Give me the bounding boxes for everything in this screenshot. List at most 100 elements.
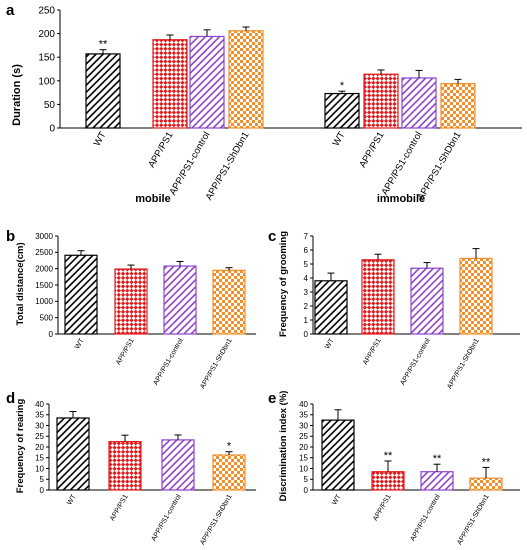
category-label: APP/PS1-ShDbn1 — [199, 493, 234, 546]
category-label: APP/PS1-ShDbn1 — [446, 337, 481, 390]
y-tick-label: 15 — [299, 454, 308, 463]
panel-letter-b: b — [6, 228, 15, 245]
category-label: WT — [331, 493, 343, 507]
category-label: APP/PS1 — [362, 337, 383, 366]
bar — [440, 83, 476, 129]
y-tick-label: 4 — [304, 274, 309, 283]
y-tick-label: 100 — [38, 76, 55, 87]
bar — [212, 454, 246, 491]
significance-label: ** — [482, 456, 491, 468]
bar — [85, 53, 121, 129]
y-tick-label: 2 — [304, 302, 309, 311]
y-tick-label: 10 — [299, 464, 308, 473]
y-tick-label: 25 — [299, 432, 308, 441]
category-label: WT — [74, 337, 86, 351]
bar — [401, 77, 437, 129]
y-tick-label: 20 — [299, 443, 308, 452]
group-label-mobile: mobile — [135, 193, 170, 205]
y-tick-label: 500 — [40, 313, 54, 322]
y-tick-label: 0 — [40, 486, 45, 495]
y-tick-label: 25 — [35, 432, 44, 441]
y-tick-label: 40 — [35, 400, 44, 409]
y-tick-label: 5 — [40, 475, 45, 484]
category-label: APP/PS1-control — [150, 493, 183, 542]
y-tick-label: 50 — [44, 100, 56, 111]
bar — [459, 257, 493, 335]
significance-label: ** — [433, 453, 442, 465]
panel-e: e Discrimination index (%) 0510152025303… — [268, 390, 520, 546]
panel-c: c Frequency of grooming 0 1 2 3 4 5 6 7 WT APP/PS… — [268, 228, 520, 390]
y-tick-label: 3 — [304, 288, 309, 297]
bar — [212, 269, 246, 335]
bar — [108, 441, 142, 491]
y-axis-label: Discrimination index (%) — [278, 391, 289, 502]
y-tick-label: 250 — [38, 6, 55, 17]
category-label: APP/PS1-control — [379, 130, 424, 197]
category-label: APP/PS1 — [372, 493, 393, 522]
plot-area: 0 500 1000 1500 2000 2500 3000 WT APP/PS1 APP/PS1… — [35, 232, 256, 390]
y-tick-label: 6 — [304, 246, 309, 255]
y-tick-label: 35 — [35, 411, 44, 420]
y-tick-label: 0 — [49, 330, 54, 339]
y-tick-label: 2000 — [35, 264, 53, 273]
y-axis-label: Frequency of rearing — [15, 399, 26, 494]
y-tick-label: 3000 — [35, 232, 53, 241]
category-label: WT — [92, 130, 109, 148]
category-label: APP/PS1-ShDbn1 — [416, 130, 464, 202]
significance-label: * — [227, 441, 232, 453]
bar — [152, 39, 188, 129]
y-tick-label: 20 — [35, 443, 44, 452]
significance-label: ** — [384, 450, 393, 462]
group-label-immobile: immobile — [377, 193, 425, 205]
bar — [114, 268, 148, 335]
y-tick-label: 7 — [304, 232, 309, 241]
category-label: APP/PS1 — [357, 130, 386, 170]
bar — [161, 439, 195, 491]
y-tick-label: 10 — [35, 464, 44, 473]
bar — [314, 280, 348, 335]
bar — [371, 471, 405, 491]
category-label: APP/PS1-control — [152, 337, 185, 386]
y-tick-label: 40 — [299, 400, 308, 409]
significance-label: ** — [99, 39, 108, 51]
bar — [56, 417, 90, 491]
category-label: WT — [66, 493, 78, 507]
y-tick-label: 30 — [299, 421, 308, 430]
bar — [363, 73, 399, 129]
plot-area: 0 1 2 3 4 5 6 7 WT APP/PS1 APP/PS1-control APP/PS1-… — [304, 232, 520, 390]
bar — [163, 265, 197, 335]
panel-letter-a: a — [6, 2, 15, 19]
bar — [420, 471, 454, 491]
significance-label: * — [340, 80, 345, 92]
y-tick-label: 1 — [304, 316, 309, 325]
bar — [228, 30, 264, 129]
y-tick-label: 2500 — [35, 248, 53, 257]
bar — [410, 267, 444, 335]
y-axis-label: Duration (s) — [11, 64, 23, 126]
y-tick-label: 0 — [304, 330, 309, 339]
bar — [469, 477, 503, 491]
y-tick-label: 0 — [49, 124, 55, 135]
y-tick-label: 200 — [38, 29, 55, 40]
category-label: APP/PS1-ShDbn1 — [456, 493, 491, 546]
category-label: APP/PS1 — [146, 130, 175, 170]
category-label: APP/PS1 — [115, 337, 136, 366]
category-label: APP/PS1-control — [167, 130, 212, 197]
bar — [324, 92, 360, 129]
y-tick-label: 1500 — [35, 281, 53, 290]
category-label: APP/PS1-control — [399, 337, 432, 386]
category-label: WT — [324, 337, 336, 351]
category-label: APP/PS1-ShDbn1 — [199, 337, 234, 390]
y-tick-label: 5 — [304, 475, 309, 484]
category-label: APP/PS1-control — [409, 493, 442, 542]
y-tick-label: 150 — [38, 53, 55, 64]
y-tick-label: 35 — [299, 411, 308, 420]
plot-area: 0510152025303540WT**APP/PS1**APP/PS1-con… — [299, 400, 520, 546]
bar — [189, 35, 225, 129]
category-label: WT — [331, 130, 348, 148]
panel-letter-e: e — [268, 390, 276, 407]
category-label: APP/PS1-ShDbn1 — [204, 130, 252, 202]
